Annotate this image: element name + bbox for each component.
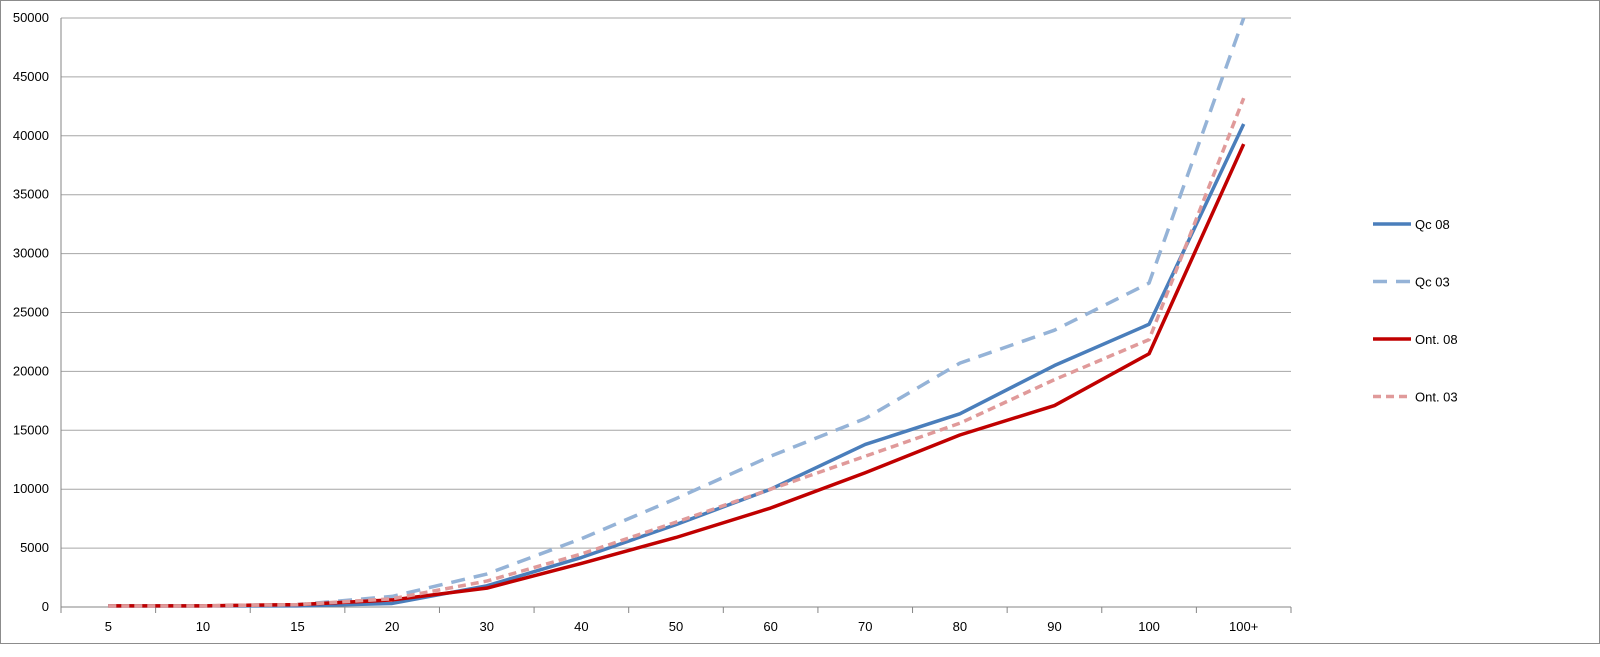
- x-tick-label: 20: [385, 619, 399, 634]
- gridlines: [61, 17, 1291, 608]
- x-tick-label: 15: [290, 619, 304, 634]
- legend: Qc 08 Qc 03 Ont. 08 Ont. 03: [1373, 217, 1458, 405]
- x-tick-label: 60: [763, 619, 777, 634]
- legend-label: Ont. 08: [1415, 332, 1458, 347]
- y-tick-label: 45000: [13, 69, 49, 84]
- x-tick-label: 100: [1138, 619, 1160, 634]
- y-tick-label: 40000: [13, 128, 49, 143]
- y-tick-label: 5000: [20, 540, 49, 555]
- x-axis: 5 10 15 20 30 40 50 60 70 80 90 100 100+: [60, 607, 1292, 634]
- x-tick-label: 100+: [1229, 619, 1258, 634]
- x-tick-label: 70: [858, 619, 872, 634]
- y-tick-label: 10000: [13, 481, 49, 496]
- y-tick-label: 20000: [13, 363, 49, 378]
- y-tick-label: 50000: [13, 10, 49, 25]
- x-tick-label: 30: [480, 619, 494, 634]
- series-line-ont-08: [108, 143, 1246, 608]
- legend-label: Qc 08: [1415, 217, 1450, 232]
- y-tick-label: 0: [42, 599, 49, 614]
- series-line-qc-08: [108, 123, 1246, 608]
- series-line-ont-03: [108, 97, 1246, 608]
- legend-label: Qc 03: [1415, 275, 1450, 290]
- series-lines: [108, 17, 1246, 608]
- line-chart: 0 5000 10000 15000 20000 25000 30000 35000 40000…: [13, 10, 1458, 634]
- x-tick-label: 80: [953, 619, 967, 634]
- x-tick-label: 10: [196, 619, 210, 634]
- series-line-qc-03: [108, 17, 1246, 608]
- y-tick-label: 30000: [13, 246, 49, 261]
- x-tick-label: 90: [1047, 619, 1061, 634]
- y-tick-label: 15000: [13, 422, 49, 437]
- x-tick-label: 40: [574, 619, 588, 634]
- y-tick-label: 35000: [13, 187, 49, 202]
- legend-label: Ont. 03: [1415, 390, 1458, 405]
- x-tick-label: 5: [105, 619, 112, 634]
- y-tick-label: 25000: [13, 305, 49, 320]
- y-axis: 0 5000 10000 15000 20000 25000 30000 35000 40000…: [13, 10, 62, 614]
- x-tick-label: 50: [669, 619, 683, 634]
